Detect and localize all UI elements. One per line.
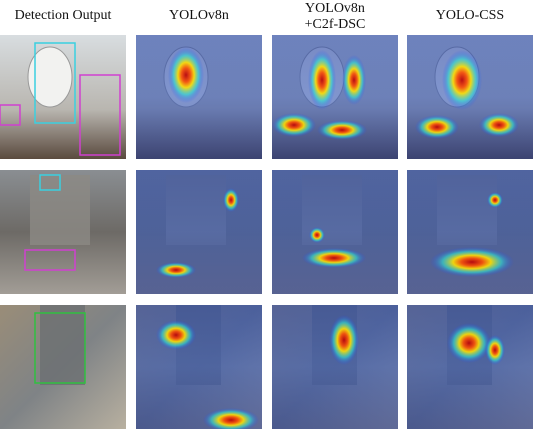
heat-spot [442, 50, 482, 110]
image-cell [136, 170, 262, 294]
column-header: Detection Output [15, 8, 112, 23]
heat-spot [415, 115, 459, 139]
heat-spot [479, 113, 519, 137]
image-cell [272, 305, 398, 429]
detection-box [39, 174, 61, 191]
heat-spot [308, 50, 336, 110]
detection-box [34, 42, 76, 124]
heat-spot [156, 320, 196, 350]
image-cell [0, 305, 126, 429]
column-header: YOLOv8n [305, 1, 365, 16]
heat-spot [223, 188, 239, 212]
image-cell [407, 35, 533, 159]
detection-box [79, 74, 121, 156]
detection-box [0, 104, 21, 126]
heatmap-base [136, 305, 262, 429]
image-cell [0, 35, 126, 159]
heat-spot [317, 120, 367, 140]
heat-spot [430, 247, 514, 277]
heatmap-base [272, 170, 398, 294]
gauge [27, 46, 73, 108]
image-cell [136, 35, 262, 159]
heatmap-base [272, 35, 398, 159]
heatmap-base [136, 35, 262, 159]
heat-spot [485, 335, 505, 365]
heat-spot [342, 55, 366, 105]
heat-spot [447, 323, 491, 363]
heat-spot [309, 227, 325, 243]
heat-spot [487, 192, 503, 208]
heat-spot [156, 262, 196, 278]
heatmap-base [136, 170, 262, 294]
detection-box [24, 249, 76, 271]
heat-spot [168, 47, 204, 103]
image-cell [407, 170, 533, 294]
column-headers: Detection Output YOLOv8n YOLOv8n+C2f-DSCYO… [15, 1, 505, 32]
detection-box [34, 312, 86, 384]
image-cell [272, 170, 398, 294]
image-cell [0, 170, 126, 294]
heat-spot [302, 248, 366, 268]
heat-spot [203, 408, 259, 429]
column-header: YOLOv8n [169, 8, 229, 23]
image-cell [272, 35, 398, 159]
image-cell [407, 305, 533, 429]
image-grid [0, 35, 533, 429]
image-cell [136, 305, 262, 429]
heat-spot [272, 113, 316, 137]
column-header: YOLO-CSS [436, 8, 504, 23]
column-header: +C2f-DSC [305, 17, 366, 32]
heat-spot [329, 315, 359, 365]
pillar [40, 305, 85, 385]
